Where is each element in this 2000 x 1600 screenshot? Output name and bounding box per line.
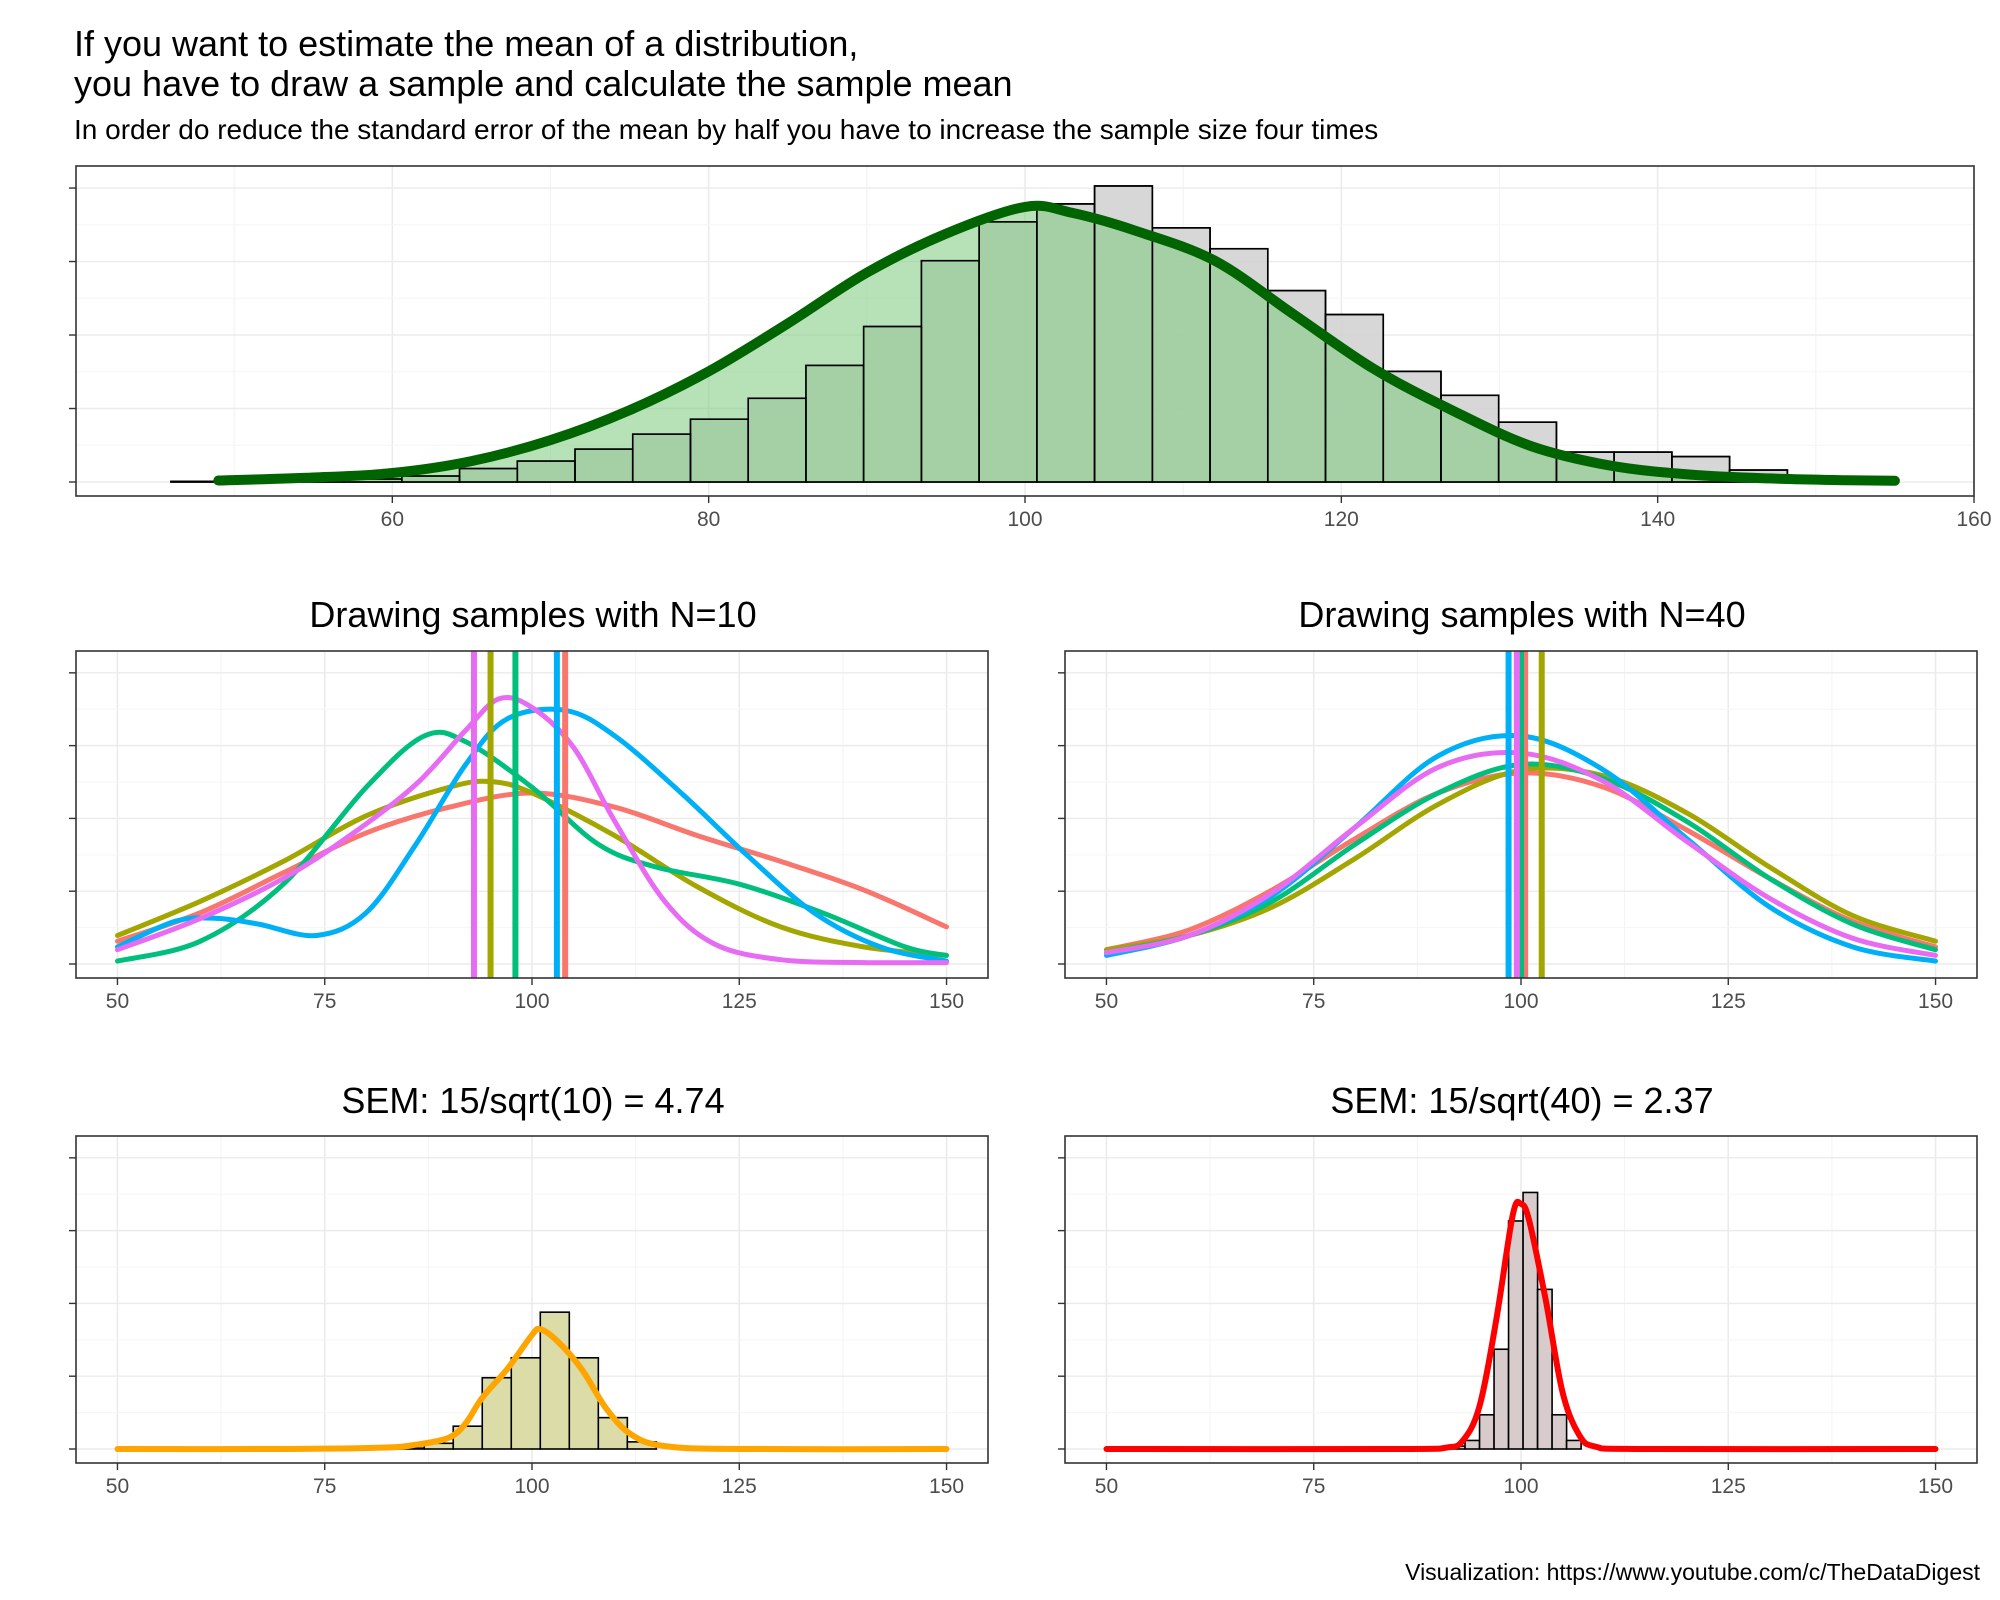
x-tick-label: 75 bbox=[1302, 990, 1325, 1013]
x-tick-label: 50 bbox=[106, 990, 129, 1013]
x-tick-label: 100 bbox=[1007, 508, 1042, 531]
panel-title-n40: Drawing samples with N=40 bbox=[1298, 594, 1746, 635]
title-line-1: If you want to estimate the mean of a di… bbox=[74, 23, 859, 64]
x-tick-label: 100 bbox=[514, 990, 549, 1013]
x-tick-label: 150 bbox=[929, 990, 964, 1013]
page-title: If you want to estimate the mean of a di… bbox=[74, 24, 1013, 104]
x-tick-label: 125 bbox=[722, 1475, 757, 1498]
histogram-bar bbox=[1507, 1220, 1524, 1450]
series-line bbox=[115, 706, 949, 964]
page-subtitle: In order do reduce the standard error of… bbox=[74, 114, 1379, 145]
histogram-bar bbox=[1478, 1413, 1495, 1450]
x-tick-label: 50 bbox=[1095, 1475, 1118, 1498]
histogram-bar bbox=[568, 1356, 600, 1450]
panel-title-sem-n10: SEM: 15/sqrt(10) = 4.74 bbox=[341, 1080, 725, 1121]
caption: Visualization: https://www.youtube.com/c… bbox=[1405, 1559, 1980, 1585]
x-tick-label: 50 bbox=[1095, 990, 1118, 1013]
series-line bbox=[115, 695, 949, 966]
histogram-bar bbox=[1464, 1439, 1481, 1450]
x-tick-label: 125 bbox=[722, 990, 757, 1013]
chart-sem_n10: 50 75 100 125 150 bbox=[69, 1135, 989, 1498]
density-curve bbox=[114, 1325, 950, 1453]
x-tick-label: 100 bbox=[1503, 1475, 1538, 1498]
chart-population: 60 80 100 120 140 160 bbox=[69, 165, 1992, 531]
histogram-bar bbox=[510, 1356, 542, 1450]
chart-samples_n40: 50 75 100 125 150 bbox=[1058, 650, 1978, 1013]
x-tick-label: 50 bbox=[106, 1475, 129, 1498]
x-tick-label: 150 bbox=[1918, 1475, 1953, 1498]
title-line-2: you have to draw a sample and calculate … bbox=[74, 63, 1013, 104]
x-tick-label: 100 bbox=[514, 1475, 549, 1498]
series-line bbox=[115, 729, 949, 964]
chart-samples_n10: 50 75 100 125 150 bbox=[69, 650, 989, 1013]
density-area bbox=[218, 205, 1895, 482]
x-tick-label: 125 bbox=[1711, 990, 1746, 1013]
x-tick-label: 160 bbox=[1956, 508, 1991, 531]
histogram-bar bbox=[1551, 1413, 1568, 1450]
histogram-bar bbox=[1565, 1439, 1582, 1450]
x-tick-label: 150 bbox=[929, 1475, 964, 1498]
chart-sem_n40: 50 75 100 125 150 bbox=[1058, 1135, 1978, 1498]
x-tick-label: 140 bbox=[1640, 508, 1675, 531]
x-tick-label: 75 bbox=[313, 990, 336, 1013]
x-tick-label: 150 bbox=[1918, 990, 1953, 1013]
x-tick-label: 125 bbox=[1711, 1475, 1746, 1498]
histogram-bar bbox=[597, 1416, 629, 1450]
density-curve bbox=[1103, 1198, 1939, 1453]
panel-title-sem-n40: SEM: 15/sqrt(40) = 2.37 bbox=[1330, 1080, 1714, 1121]
x-tick-label: 100 bbox=[1503, 990, 1538, 1013]
x-tick-label: 80 bbox=[697, 508, 720, 531]
density-curve bbox=[213, 200, 1900, 486]
x-tick-label: 75 bbox=[1302, 1475, 1325, 1498]
histogram-bar bbox=[1493, 1348, 1510, 1450]
x-tick-label: 120 bbox=[1324, 508, 1359, 531]
x-tick-label: 60 bbox=[381, 508, 404, 531]
panel-title-n10: Drawing samples with N=10 bbox=[309, 594, 757, 635]
x-tick-label: 75 bbox=[313, 1475, 336, 1498]
